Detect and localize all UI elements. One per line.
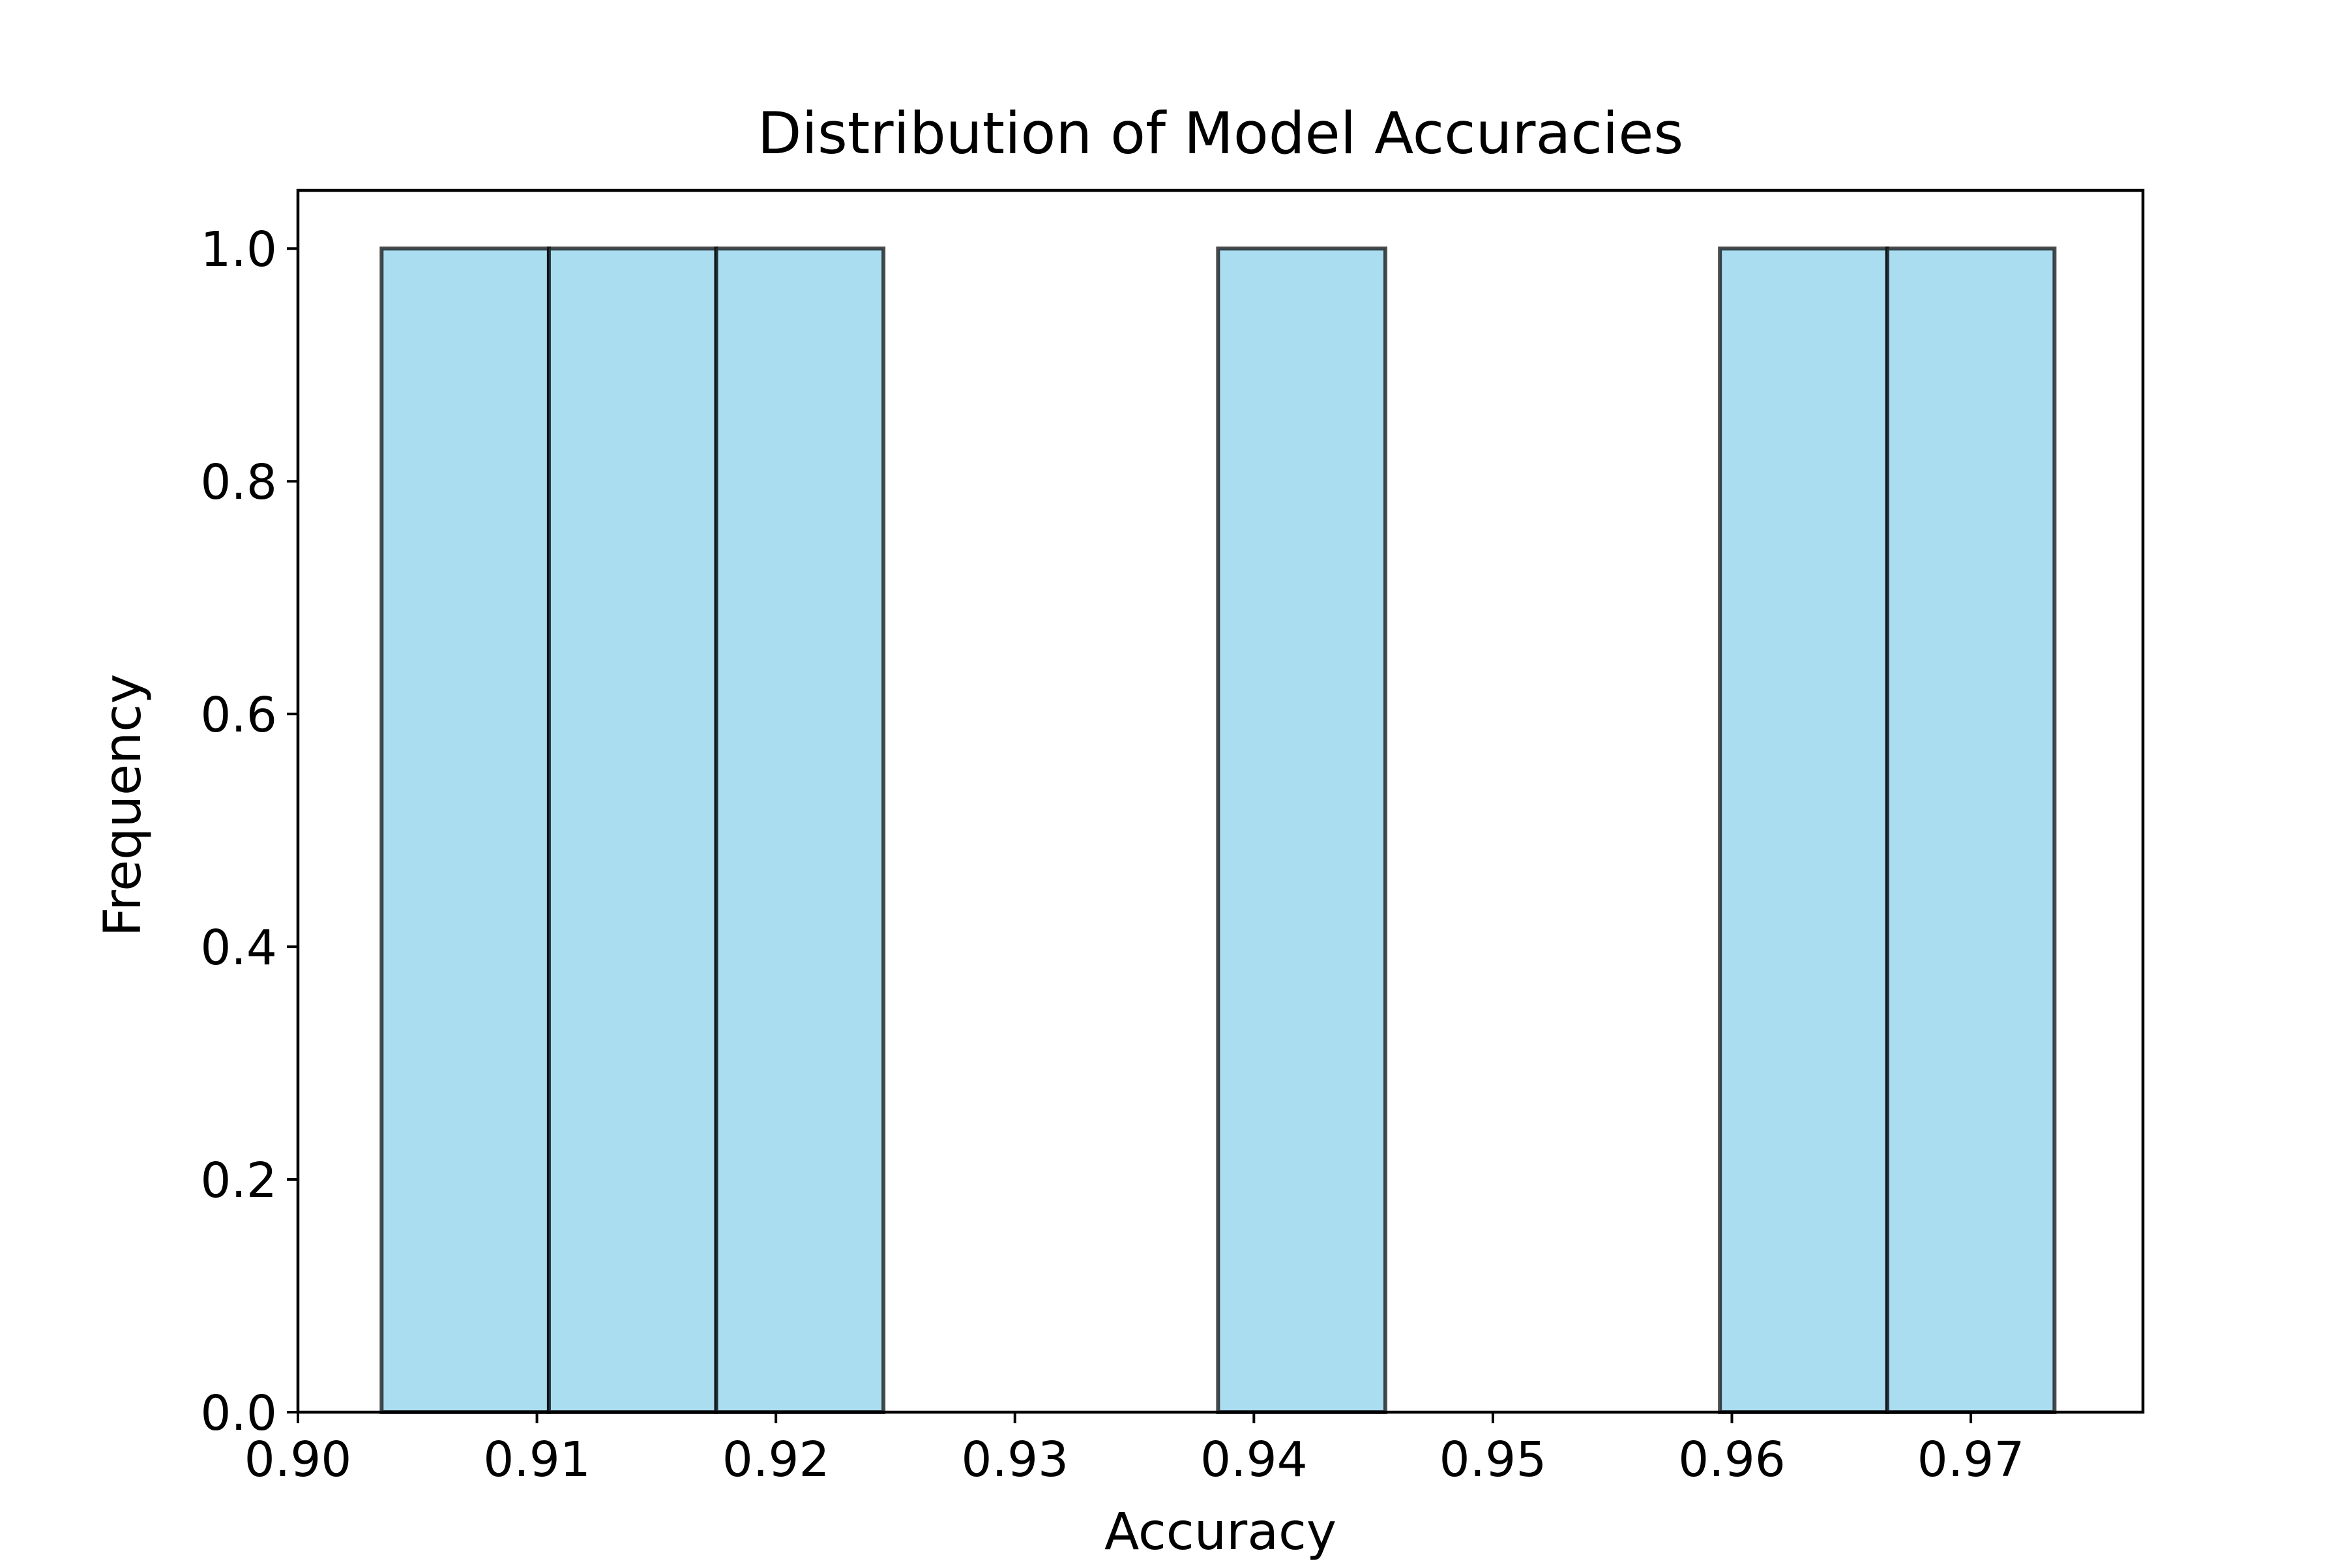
y-tick-label: 0.4 xyxy=(200,920,277,976)
y-tick-label: 0.6 xyxy=(200,687,277,743)
x-tick-label: 0.91 xyxy=(483,1432,591,1488)
x-tick-label: 0.93 xyxy=(961,1432,1069,1488)
bars-layer xyxy=(379,246,2057,1415)
x-tick-label: 0.90 xyxy=(244,1432,352,1488)
histogram-bar-2 xyxy=(714,246,886,1415)
y-tick-label: 0.8 xyxy=(200,454,277,510)
x-tick-label: 0.97 xyxy=(1917,1432,2025,1488)
x-tick-label: 0.96 xyxy=(1678,1432,1786,1488)
x-axis-label: Accuracy xyxy=(1104,1503,1336,1561)
x-axis-ticks: 0.90 0.91 0.92 0.93 0.94 0.95 0.96 0.97 xyxy=(244,1412,2025,1488)
histogram-bar-0 xyxy=(379,246,551,1415)
y-tick-label: 1.0 xyxy=(200,222,277,278)
x-tick-label: 0.92 xyxy=(722,1432,830,1488)
histogram-bar-9 xyxy=(1885,246,2057,1415)
y-tick-label: 0.2 xyxy=(200,1153,277,1209)
chart-title: Distribution of Model Accuracies xyxy=(758,100,1683,167)
histogram-bar-8 xyxy=(1718,246,1889,1415)
x-tick-label: 0.94 xyxy=(1200,1432,1308,1488)
histogram-bar-1 xyxy=(546,246,718,1415)
plot-frame xyxy=(296,188,2145,1414)
y-axis-label: Frequency xyxy=(94,674,153,937)
histogram-bar-5 xyxy=(1216,246,1387,1415)
y-axis-ticks: 0.0 0.2 0.4 0.6 0.8 1.0 xyxy=(200,222,298,1442)
y-tick-label: 0.0 xyxy=(200,1385,277,1442)
x-tick-label: 0.95 xyxy=(1439,1432,1547,1488)
